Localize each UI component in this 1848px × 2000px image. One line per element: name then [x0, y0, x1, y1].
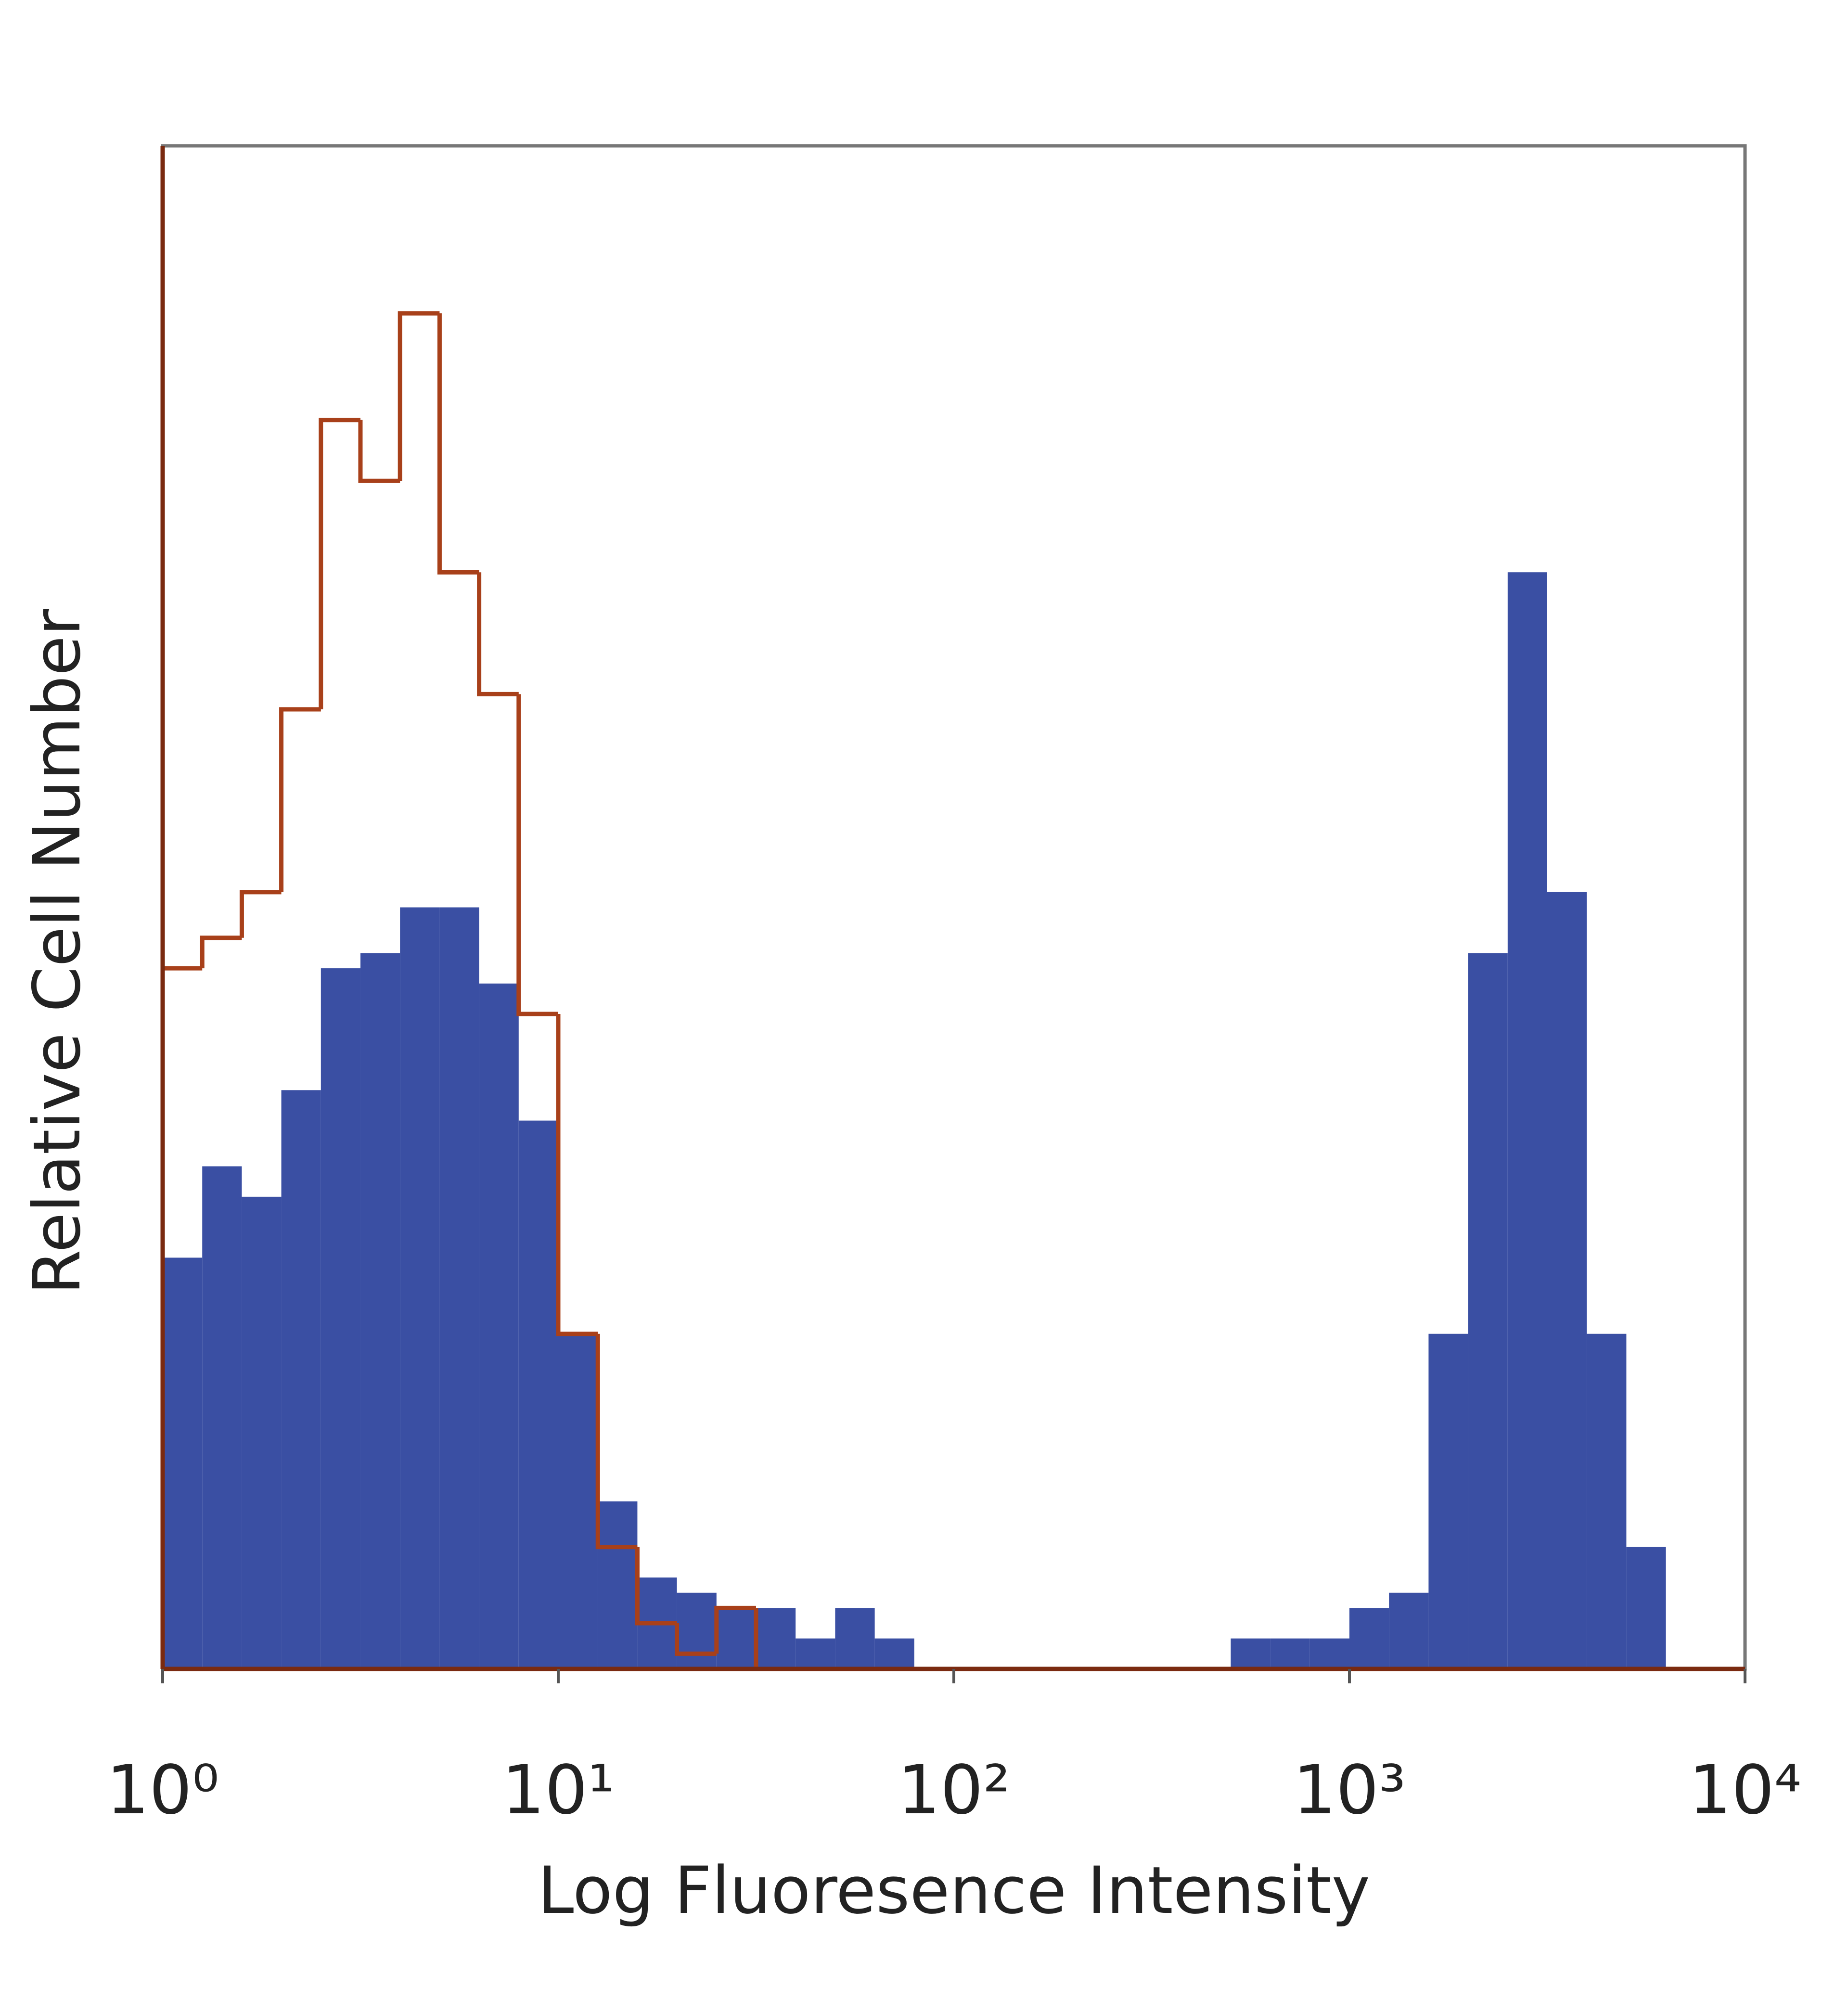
histogram-bar [874, 1638, 914, 1669]
histogram-step [358, 420, 400, 483]
histogram-bar [1309, 1638, 1349, 1669]
histogram-bar [163, 1257, 203, 1669]
histogram-bar [1389, 1592, 1429, 1669]
histogram-bar [1547, 892, 1587, 1669]
histogram-step [319, 418, 360, 710]
histogram-bar [321, 968, 360, 1669]
histogram-bar [558, 1333, 598, 1669]
histogram-step [477, 572, 519, 696]
histogram-bar [677, 1592, 717, 1669]
histogram-step [200, 936, 242, 969]
histogram-bar [1507, 572, 1547, 1669]
histogram-step [516, 694, 558, 1016]
histogram-step [595, 1333, 638, 1550]
histogram-step [398, 311, 440, 481]
histogram-bar [1231, 1638, 1270, 1669]
histogram-step [714, 1605, 756, 1654]
x-tick-label: 10³ [1293, 1751, 1406, 1830]
histogram-bar [1428, 1333, 1468, 1669]
histogram-bar [360, 953, 400, 1669]
histogram-bar [835, 1608, 875, 1669]
histogram-bar [1626, 1547, 1666, 1669]
histogram-step [437, 313, 479, 575]
histogram-bar [598, 1501, 638, 1669]
histogram-step [556, 1014, 598, 1336]
histogram-bar [1468, 953, 1508, 1669]
histogram-bar [1349, 1608, 1389, 1669]
histogram-bar [281, 1090, 321, 1669]
y-axis-label: Relative Cell Number [19, 609, 95, 1295]
histogram-bar [400, 907, 440, 1669]
histogram-step [675, 1623, 717, 1656]
histogram-bar [1587, 1333, 1627, 1669]
histogram-step [239, 890, 282, 938]
histogram-bar [242, 1196, 282, 1669]
histogram-bar [716, 1608, 756, 1669]
x-tick-label: 10⁴ [1689, 1751, 1801, 1830]
histogram-bar [756, 1608, 796, 1669]
histogram-bar [1270, 1638, 1310, 1669]
x-tick-label: 10² [898, 1751, 1010, 1830]
histogram-bar [479, 983, 519, 1669]
histogram-bar [439, 907, 479, 1669]
histogram-bar [202, 1166, 242, 1669]
x-tick-label: 10⁰ [106, 1751, 219, 1830]
histogram-step [279, 707, 321, 892]
histogram-bar [518, 1120, 558, 1669]
histogram-step [635, 1547, 677, 1626]
histogram-bar [796, 1638, 835, 1669]
x-axis-label: Log Fluoresence Intensity [538, 1853, 1370, 1928]
x-tick-label: 10¹ [502, 1751, 615, 1830]
